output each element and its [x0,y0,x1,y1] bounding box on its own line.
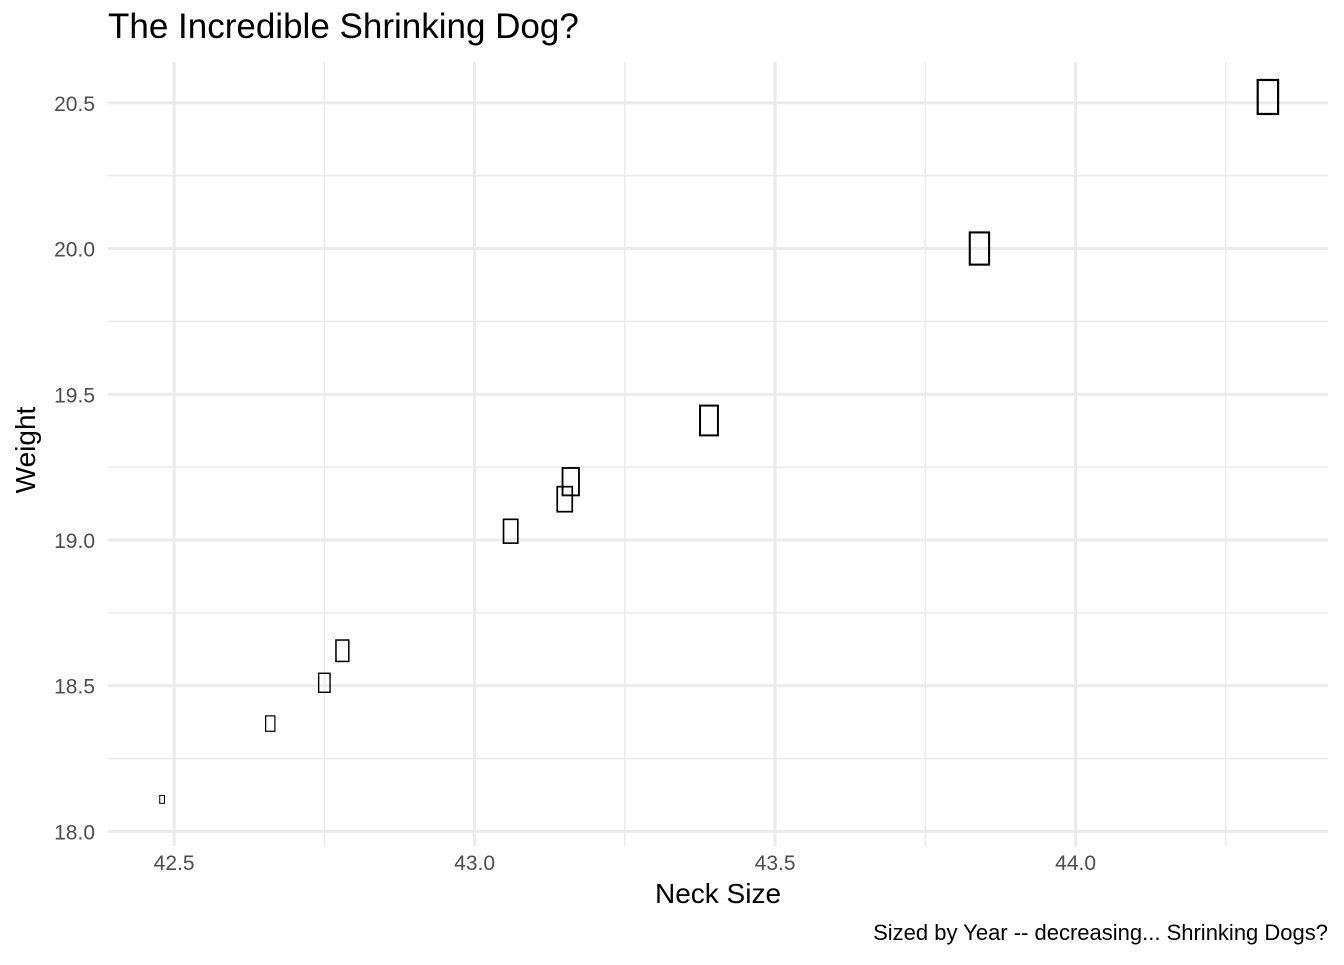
major-gridlines [108,62,1328,846]
y-tick-label: 19.0 [54,530,95,553]
data-point [968,231,991,266]
data-point [1256,78,1280,116]
data-point [159,794,165,804]
x-axis-title: Neck Size [655,878,781,909]
data-point [699,404,719,437]
data-point [502,518,519,544]
y-tick-label: 18.0 [54,821,95,844]
x-axis-tick-labels: 42.5 43.0 43.5 44.0 [154,852,1096,875]
y-axis-title: Weight [10,406,41,493]
y-axis-tick-labels: 18.0 18.5 19.0 19.5 20.0 20.5 [54,93,95,845]
y-tick-label: 19.5 [54,384,95,407]
x-tick-label: 43.5 [755,852,796,875]
x-tick-label: 43.0 [454,852,495,875]
y-tick-label: 18.5 [54,676,95,699]
y-tick-label: 20.5 [54,93,95,116]
data-point [556,485,574,513]
data-points [159,78,1280,804]
chart-title: The Incredible Shrinking Dog? [108,7,579,46]
data-point [265,715,276,732]
data-point [335,639,350,663]
x-tick-label: 42.5 [154,852,195,875]
x-tick-label: 44.0 [1055,852,1096,875]
chart-caption: Sized by Year -- decreasing... Shrinking… [873,920,1328,945]
data-point [317,672,331,693]
minor-gridlines [108,62,1328,846]
y-tick-label: 20.0 [54,239,95,262]
data-point [561,467,580,497]
